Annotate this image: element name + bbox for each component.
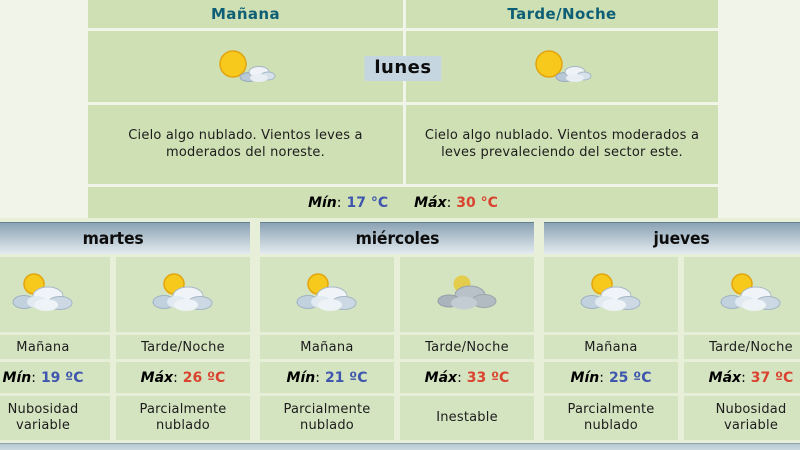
day-header-jueves: jueves xyxy=(544,222,800,254)
condition-text: Inestable xyxy=(400,396,534,440)
max-temperature: Máx:30 °C xyxy=(414,194,498,211)
grey-clouds-icon xyxy=(400,257,534,332)
today-minmax-row: Mín:17 °C Máx:30 °C xyxy=(88,187,718,218)
day-group-martes: martes Mañana Mín:19 ºC Nubosidad variab… xyxy=(0,218,250,441)
martes-morning-column: Mañana Mín:19 ºC Nubosidad variable xyxy=(0,257,110,440)
today-forecast-table: Mañana Tarde/Noche Cielo algo nublado. V… xyxy=(88,0,718,218)
next-day-header-strip xyxy=(0,441,800,450)
day-group-miercoles: miércoles Mañana Mín:21 ºC Parcialmente … xyxy=(260,218,534,441)
day-group-jueves: jueves Mañana Mín:25 ºC Parcialmente nub… xyxy=(544,218,800,441)
period-label: Mañana xyxy=(0,335,110,359)
max-temperature: Máx:26 ºC xyxy=(116,362,250,393)
period-label: Tarde/Noche xyxy=(684,335,800,359)
miercoles-evening-column: Tarde/Noche Máx:33 ºC Inestable xyxy=(400,257,534,440)
period-label: Mañana xyxy=(544,335,678,359)
sun-clouds-icon xyxy=(116,257,250,332)
min-temperature: Mín:17 °C xyxy=(308,194,389,211)
extended-forecast-table: martes Mañana Mín:19 ºC Nubosidad variab… xyxy=(0,218,800,441)
min-temperature: Mín:25 ºC xyxy=(544,362,678,393)
jueves-morning-column: Mañana Mín:25 ºC Parcialmente nublado xyxy=(544,257,678,440)
sun-clouds-icon xyxy=(684,257,800,332)
sun-clouds-icon xyxy=(406,31,718,102)
day-header-martes: martes xyxy=(0,222,250,254)
period-label: Tarde/Noche xyxy=(507,5,617,23)
today-morning-description: Cielo algo nublado. Vientos leves a mode… xyxy=(88,105,403,184)
condition-text: Nubosidad variable xyxy=(0,396,110,440)
condition-text: Nubosidad variable xyxy=(684,396,800,440)
condition-text: Parcialmente nublado xyxy=(260,396,394,440)
sun-clouds-icon xyxy=(88,31,403,102)
period-label: Mañana xyxy=(210,5,281,23)
today-morning-header: Mañana xyxy=(88,0,403,28)
sun-clouds-icon xyxy=(0,257,110,332)
sun-clouds-icon xyxy=(544,257,678,332)
period-label: Tarde/Noche xyxy=(400,335,534,359)
day-header-miercoles: miércoles xyxy=(260,222,534,254)
max-temperature: Máx:37 ºC xyxy=(684,362,800,393)
period-label: Mañana xyxy=(260,335,394,359)
today-evening-header: Tarde/Noche xyxy=(406,0,718,28)
condition-text: Parcialmente nublado xyxy=(544,396,678,440)
condition-text: Parcialmente nublado xyxy=(116,396,250,440)
miercoles-morning-column: Mañana Mín:21 ºC Parcialmente nublado xyxy=(260,257,394,440)
period-label: Tarde/Noche xyxy=(116,335,250,359)
min-temperature: Mín:19 ºC xyxy=(0,362,110,393)
martes-evening-column: Tarde/Noche Máx:26 ºC Parcialmente nubla… xyxy=(116,257,250,440)
sun-clouds-icon xyxy=(260,257,394,332)
current-day-label: lunes xyxy=(364,56,442,81)
min-temperature: Mín:21 ºC xyxy=(260,362,394,393)
today-evening-description: Cielo algo nublado. Vientos moderados a … xyxy=(406,105,718,184)
max-temperature: Máx:33 ºC xyxy=(400,362,534,393)
jueves-evening-column: Tarde/Noche Máx:37 ºC Nubosidad variable xyxy=(684,257,800,440)
